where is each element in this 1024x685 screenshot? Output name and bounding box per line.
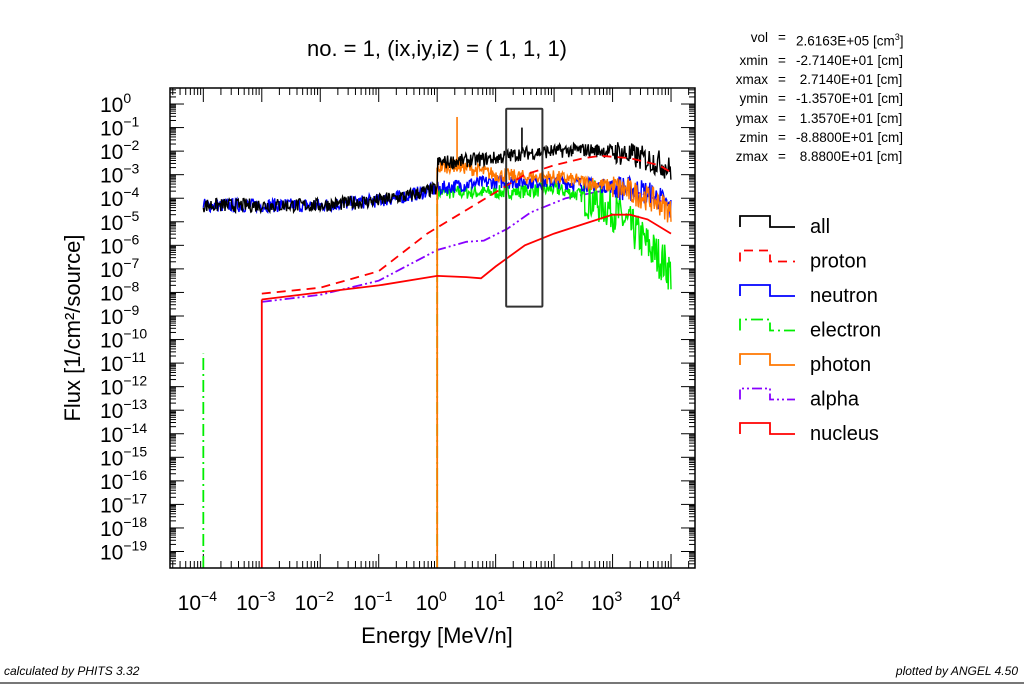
- info-row-xmin: xmin = -2.7140E+01 [cm]: [700, 51, 903, 70]
- y-tick-label: 10−19: [100, 538, 147, 565]
- info-eq: =: [778, 129, 786, 145]
- x-tick-label: 10−1: [353, 588, 393, 615]
- info-eq: =: [778, 91, 786, 107]
- info-eq: =: [778, 72, 786, 88]
- legend-label: alpha: [810, 389, 860, 411]
- legend-swatch-proton: [739, 249, 795, 263]
- info-value: 2.7140E+01 [cm]: [796, 72, 903, 88]
- info-row-vol: vol = 2.6163E+05 [cm3]: [700, 28, 904, 51]
- info-value: 2.6163E+05 [cm3]: [796, 28, 903, 51]
- info-eq: =: [778, 52, 786, 68]
- y-axis-label: Flux [1/cm²/source]: [60, 234, 85, 421]
- legend-label: proton: [810, 251, 867, 273]
- legend-item-electron: electron: [739, 318, 881, 342]
- series-line-nucleus: [261, 213, 672, 301]
- legend-item-neutron: neutron: [739, 284, 878, 307]
- x-axis-label: Energy [MeV/n]: [361, 623, 513, 648]
- series-proton: [261, 154, 672, 295]
- x-tick-label: 10−2: [295, 588, 335, 615]
- info-eq: =: [778, 30, 786, 45]
- legend-item-nucleus: nucleus: [739, 422, 879, 445]
- legend-item-alpha: alpha: [739, 387, 860, 411]
- series-line-all: [202, 141, 672, 215]
- info-key: ymin: [739, 91, 768, 107]
- info-value: -1.3570E+01 [cm]: [796, 91, 903, 107]
- annotation-box: [505, 107, 544, 308]
- info-value-text: 2.6163E+05 [cm: [796, 33, 895, 49]
- legend-swatch-all: [739, 215, 795, 228]
- x-tick-label: 104: [649, 588, 680, 615]
- legend-item-photon: photon: [739, 353, 871, 376]
- info-row-ymax: ymax = 1.3570E+01 [cm]: [700, 109, 903, 128]
- series-all: [202, 127, 672, 215]
- legend-label: neutron: [810, 285, 878, 307]
- legend-item-proton: proton: [739, 249, 867, 273]
- series-line-proton: [261, 154, 672, 295]
- footer-calculated-by: calculated by PHITS 3.32: [4, 664, 140, 678]
- axis-ticks: [170, 88, 695, 569]
- x-tick-label: 100: [416, 588, 447, 615]
- x-tick-label: 101: [474, 588, 505, 615]
- info-value: 8.8800E+01 [cm]: [796, 149, 903, 165]
- legend-item-all: all: [739, 215, 830, 238]
- info-key: zmax: [735, 149, 768, 165]
- info-value-sup: 3: [894, 32, 900, 42]
- legend-label: all: [810, 216, 830, 238]
- legend-label: electron: [810, 320, 881, 342]
- info-key: xmax: [735, 72, 768, 88]
- series-line-photon: [437, 158, 672, 223]
- chart-title: no. = 1, (ix,iy,iz) = ( 1, 1, 1): [307, 36, 567, 61]
- x-tick-label: 10−3: [236, 588, 276, 615]
- region-info: vol = 2.6163E+05 [cm3] xmin = -2.7140E+01 [c…: [700, 28, 904, 167]
- info-key: zmin: [739, 129, 768, 145]
- info-value: -2.7140E+01 [cm]: [796, 52, 903, 68]
- x-tick-label: 102: [533, 588, 564, 615]
- info-row-xmax: xmax = 2.7140E+01 [cm]: [700, 70, 903, 89]
- info-eq: =: [778, 149, 786, 165]
- footer-plotted-by: plotted by ANGEL 4.50: [895, 664, 1018, 678]
- legend-swatch-nucleus: [739, 422, 795, 435]
- info-value: -8.8800E+01 [cm]: [796, 129, 903, 145]
- y-tick-label: 10−6: [100, 231, 140, 258]
- bottom-border: [0, 682, 1024, 684]
- x-tick-label: 103: [591, 588, 622, 615]
- legend-label: photon: [810, 354, 871, 376]
- x-tick-label: 10−4: [178, 588, 218, 615]
- legend-swatch-neutron: [739, 284, 795, 297]
- info-row-ymin: ymin = -1.3570E+01 [cm]: [700, 89, 903, 108]
- series-photon: [436, 116, 672, 568]
- info-value: 1.3570E+01 [cm]: [796, 110, 903, 126]
- info-row-zmax: zmax = 8.8800E+01 [cm]: [700, 147, 903, 166]
- plot-frame: [169, 87, 696, 569]
- info-row-zmin: zmin = -8.8800E+01 [cm]: [700, 128, 903, 147]
- legend-swatch-electron: [739, 318, 795, 332]
- legend-label: nucleus: [810, 423, 879, 445]
- info-key: ymax: [735, 110, 768, 126]
- info-key: xmin: [739, 52, 768, 68]
- legend-swatch-photon: [739, 353, 795, 366]
- info-eq: =: [778, 110, 786, 126]
- legend-swatch-alpha: [739, 387, 795, 401]
- info-value-tail: ]: [899, 33, 904, 49]
- info-key: vol: [750, 30, 768, 45]
- series-nucleus: [260, 213, 672, 568]
